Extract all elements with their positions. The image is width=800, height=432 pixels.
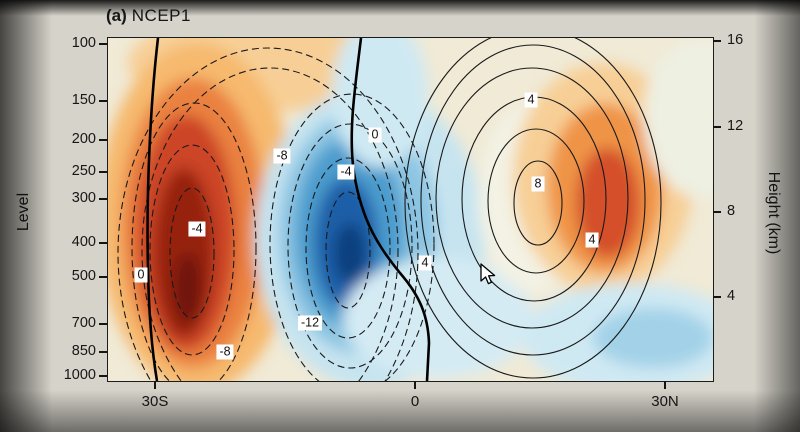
tick-mark <box>99 198 107 200</box>
contour-label: -4 <box>337 164 355 180</box>
y-left-tick: 150 <box>71 92 96 108</box>
contour-label: 0 <box>134 267 148 283</box>
x-tick: 30N <box>651 393 679 410</box>
tick-mark <box>99 351 107 353</box>
y-left-tick: 300 <box>71 190 96 206</box>
panel-title: (a) NCEP1 <box>106 6 191 26</box>
y-right-tick: 12 <box>727 118 744 134</box>
y-left-tick: 200 <box>71 131 96 147</box>
tick-mark <box>713 40 721 42</box>
tick-mark <box>99 43 107 45</box>
contour-label: 4 <box>418 255 432 271</box>
dataset-name: NCEP1 <box>131 6 191 25</box>
contour-field-graphic <box>108 38 713 381</box>
tick-mark <box>99 276 107 278</box>
tick-mark <box>99 375 107 377</box>
tick-mark <box>99 139 107 141</box>
tick-mark <box>414 381 416 389</box>
contour-label: 4 <box>524 92 538 108</box>
mouse-cursor-icon <box>480 263 496 285</box>
tick-mark <box>99 100 107 102</box>
y-right-tick: 16 <box>727 32 744 48</box>
panel-letter: (a) <box>106 6 127 25</box>
y-left-tick: 400 <box>71 234 96 250</box>
plot-area: 4 0 -8 -4 8 -4 4 4 0 -12 -8 <box>107 37 714 382</box>
tick-mark <box>154 381 156 389</box>
contour-label: -8 <box>273 148 291 164</box>
y-left-tick: 100 <box>71 35 96 51</box>
x-tick: 0 <box>410 393 420 410</box>
contour-label: -8 <box>216 344 234 360</box>
y-right-tick: 4 <box>727 288 736 304</box>
contour-label: 4 <box>585 232 599 248</box>
y-left-tick: 250 <box>71 163 96 179</box>
contour-label: -4 <box>188 221 206 237</box>
contour-label: -12 <box>297 315 323 331</box>
y-right-tick: 8 <box>727 203 736 219</box>
y-left-tick: 500 <box>71 268 96 284</box>
tick-mark <box>713 211 721 213</box>
contour-label: 0 <box>368 127 382 143</box>
y-left-tick: 1000 <box>63 367 96 383</box>
y-right-axis-label: Height (km) <box>765 171 782 255</box>
y-left-tick: 700 <box>71 315 96 331</box>
x-tick: 30S <box>141 393 169 410</box>
tick-mark <box>713 126 721 128</box>
tick-mark <box>713 296 721 298</box>
tick-mark <box>99 171 107 173</box>
y-left-tick: 850 <box>71 343 96 359</box>
contour-label: 8 <box>531 176 545 192</box>
tick-mark <box>99 323 107 325</box>
y-left-axis-label: Level <box>15 192 32 232</box>
tick-mark <box>99 242 107 244</box>
tick-mark <box>664 381 666 389</box>
